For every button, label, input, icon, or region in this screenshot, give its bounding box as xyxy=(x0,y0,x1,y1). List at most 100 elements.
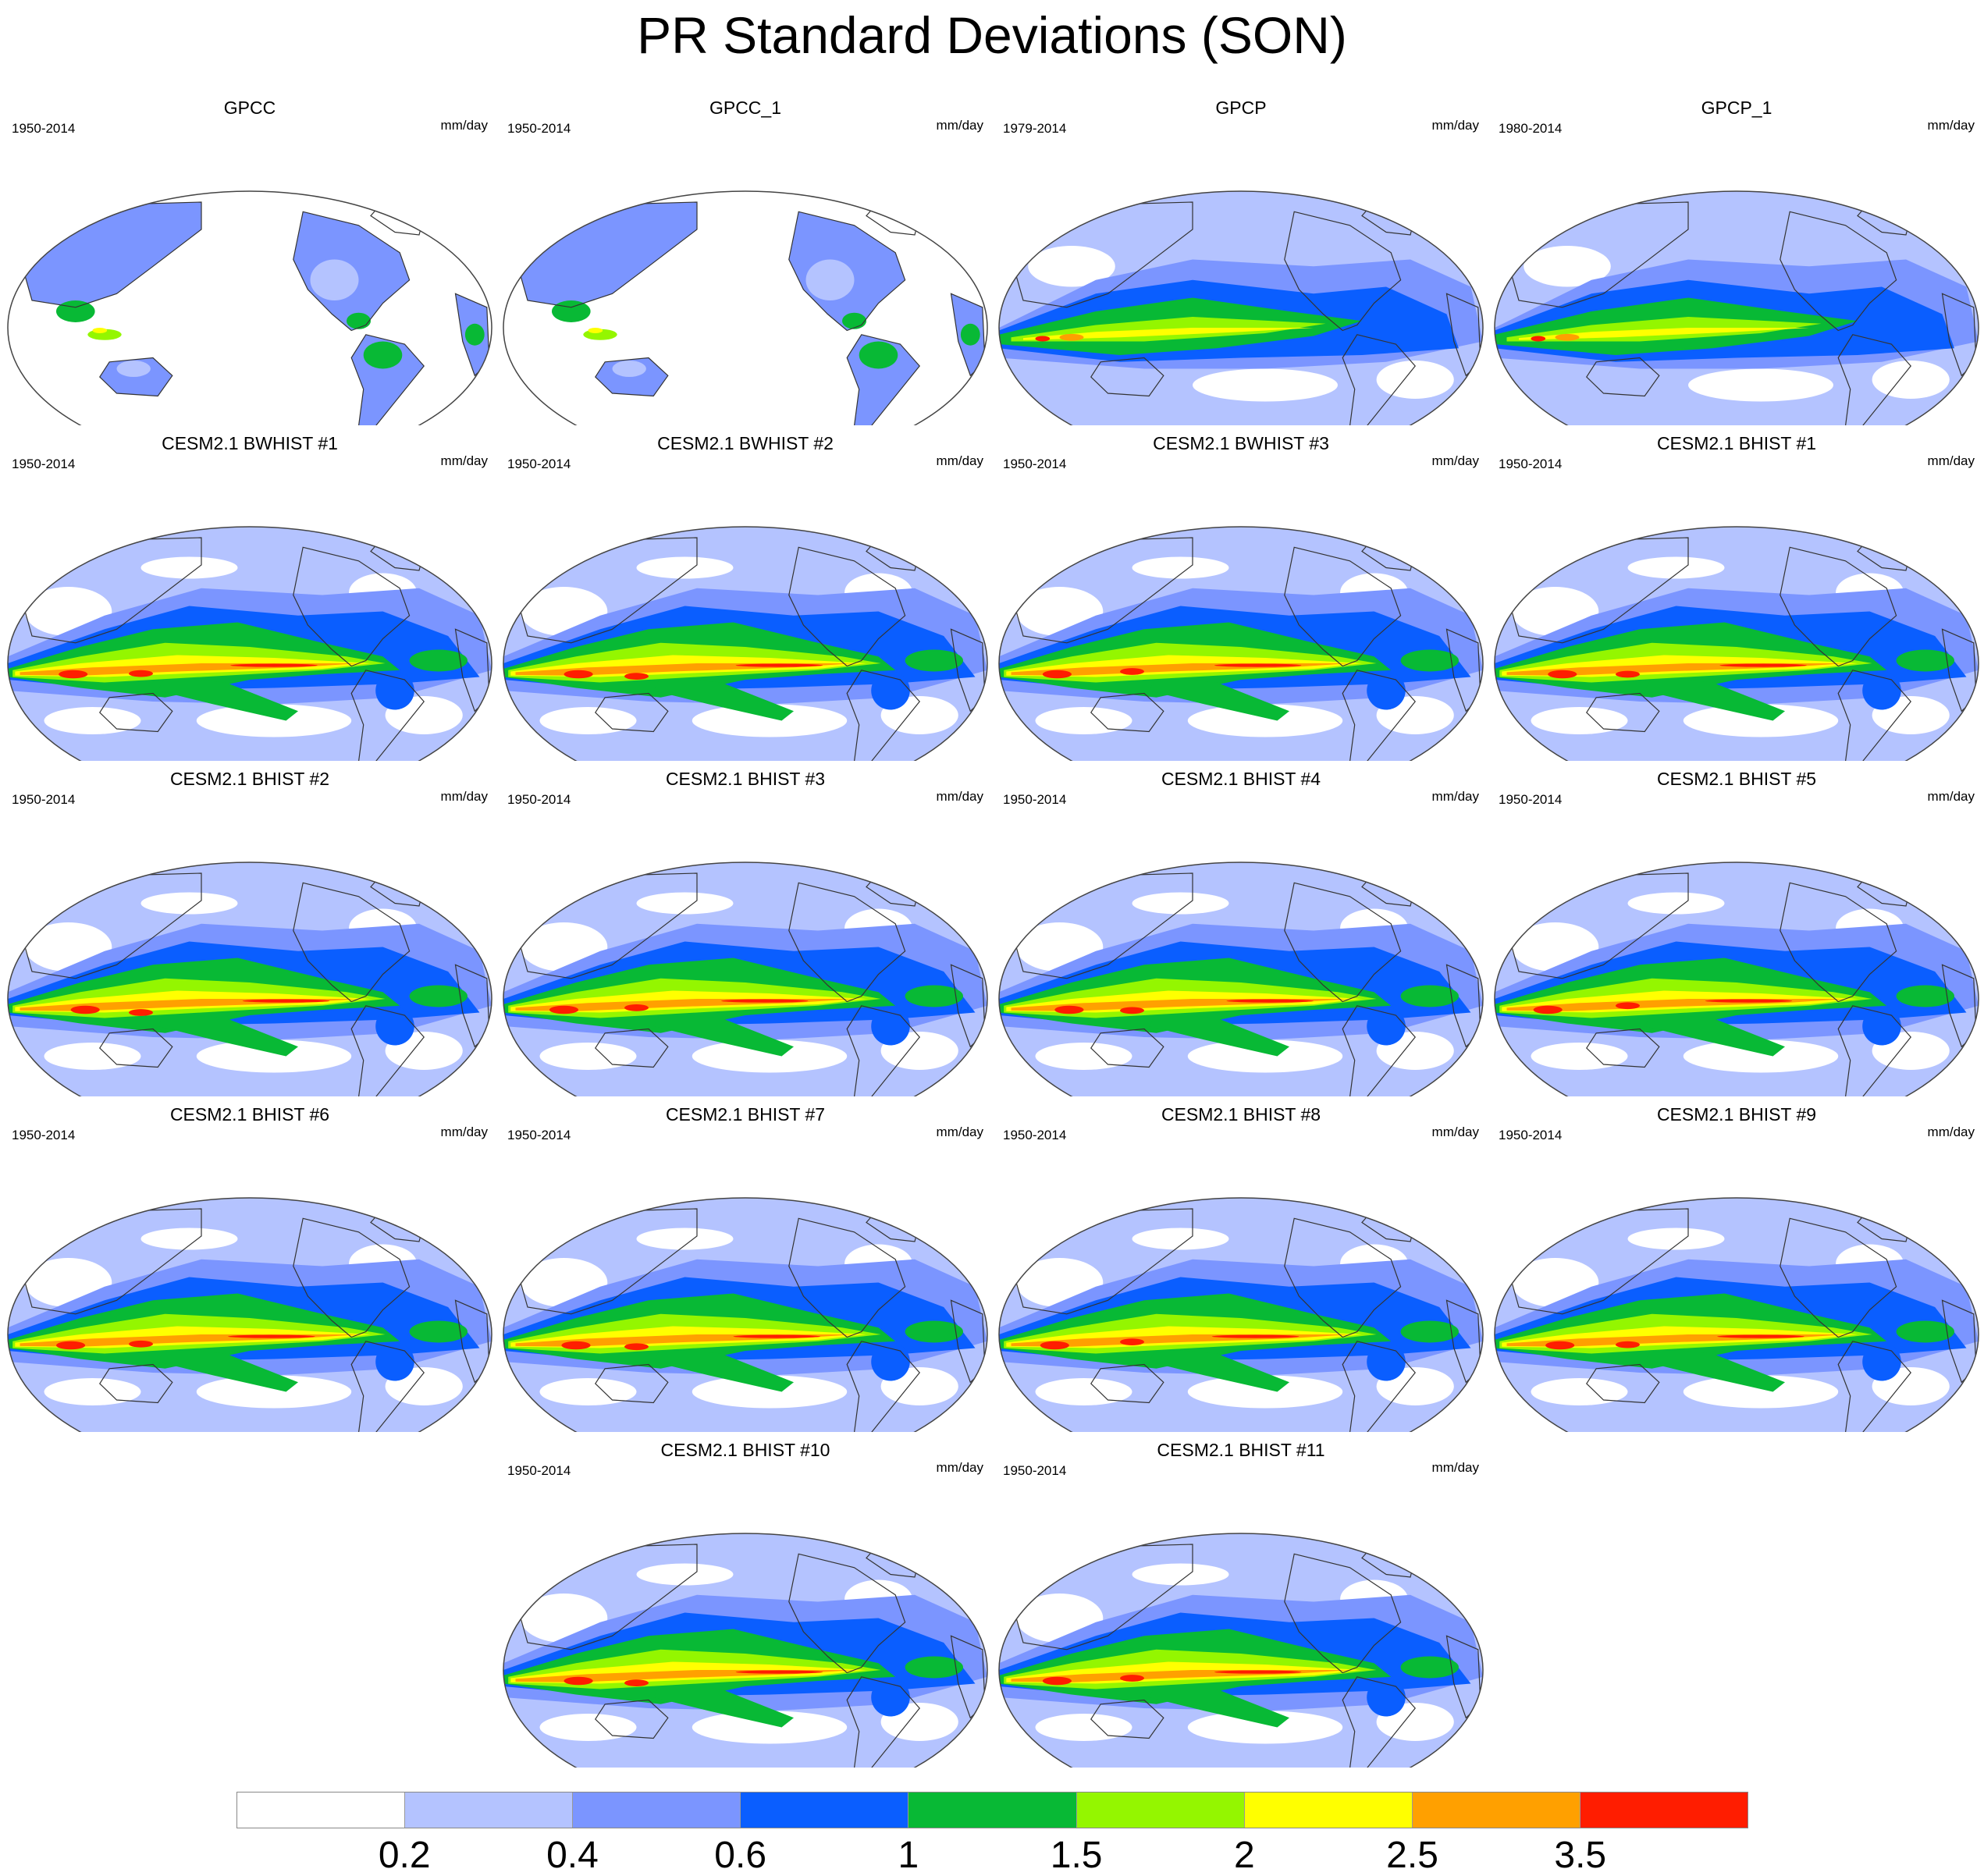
map-panel: GPCP 1979-2014 mm/day xyxy=(995,98,1487,425)
max-red-maritime xyxy=(129,670,153,677)
map-panel: CESM2.1 BHIST #9 1950-2014 mm/day xyxy=(1491,1104,1982,1432)
map-panel: CESM2.1 BHIST #10 1950-2014 mm/day xyxy=(500,1440,991,1768)
map-border xyxy=(1494,190,1979,425)
spcz-green xyxy=(158,677,298,721)
panel-title: CESM2.1 BHIST #7 xyxy=(665,1104,826,1125)
max-red-indian xyxy=(70,1005,100,1014)
max-red-itcz xyxy=(733,1334,821,1338)
map-plot xyxy=(1494,190,1979,425)
map-panel: CESM2.1 BWHIST #1 1950-2014 mm/day xyxy=(4,433,496,761)
colorbar-swatch xyxy=(405,1793,574,1828)
south-america-outline xyxy=(846,1676,920,1768)
south-america-outline xyxy=(846,1005,920,1096)
panel-units: mm/day xyxy=(440,1125,488,1139)
max-red-indian xyxy=(1042,670,1072,679)
spcz-green xyxy=(158,1348,298,1392)
north-america-outline xyxy=(1284,882,1402,1003)
spcz-green xyxy=(1149,1348,1289,1392)
map-panel: GPCC 1950-2014 mm/day xyxy=(4,98,496,425)
map-border xyxy=(503,190,988,425)
map-plot xyxy=(7,190,492,425)
max-red-maritime xyxy=(624,1679,649,1686)
amazon-blue xyxy=(871,1007,910,1046)
dry-zone-asia xyxy=(1524,246,1611,287)
spcz-green xyxy=(1149,1683,1289,1728)
dry-zone-siberia xyxy=(1627,892,1725,915)
land-africa-green xyxy=(464,323,485,346)
land-australia-light xyxy=(116,361,151,377)
australia-outline xyxy=(595,692,669,733)
max-red-indian xyxy=(1040,1341,1069,1350)
colorbar-swatch xyxy=(1412,1793,1580,1828)
dry-zone-s-indian xyxy=(1035,1043,1132,1070)
panel-units: mm/day xyxy=(440,118,488,133)
map-plot xyxy=(998,1533,1484,1768)
map-plot xyxy=(503,526,988,761)
dry-zone-se-pacific xyxy=(692,1375,848,1409)
map-panel: CESM2.1 BWHIST #2 1950-2014 mm/day xyxy=(500,433,991,761)
australia-outline xyxy=(595,357,669,397)
atlantic-tropics-green xyxy=(905,1656,963,1679)
amazon-blue xyxy=(871,1342,910,1381)
land-na-light xyxy=(310,259,359,300)
spcz-green xyxy=(653,677,794,721)
south-america-outline xyxy=(1342,334,1416,425)
map-panel: GPCP_1 1980-2014 mm/day xyxy=(1491,98,1982,425)
dry-zone-s-atlantic xyxy=(1376,361,1454,399)
spcz-green xyxy=(1644,677,1785,721)
panel-period: 1950-2014 xyxy=(1003,1463,1067,1478)
max-red-indian xyxy=(56,1341,86,1350)
australia-outline xyxy=(99,692,173,733)
atlantic-tropics-green xyxy=(409,985,468,1007)
map-field xyxy=(1495,1198,1979,1432)
panel-period: 1950-2014 xyxy=(1003,457,1067,471)
band-yellow xyxy=(1023,328,1314,340)
map-field xyxy=(503,1198,987,1432)
map-panel: CESM2.1 BWHIST #3 1950-2014 mm/day xyxy=(995,433,1487,761)
panel-period: 1950-2014 xyxy=(507,1128,571,1142)
dry-zone-s-indian xyxy=(44,707,141,734)
dry-zone-siberia xyxy=(140,892,238,915)
australia-outline xyxy=(595,1363,669,1404)
panel-units: mm/day xyxy=(936,453,983,468)
dry-zone-se-pacific xyxy=(196,1375,352,1409)
max-red-maritime xyxy=(1120,668,1144,675)
map-plot xyxy=(1494,862,1979,1096)
north-america-outline xyxy=(1780,1217,1897,1338)
south-america-outline xyxy=(350,1005,425,1096)
panel-period: 1950-2014 xyxy=(12,457,76,471)
max-red-itcz xyxy=(735,663,823,667)
colorbar-label: 0.2 xyxy=(378,1835,431,1876)
map-panel: GPCC_1 1950-2014 mm/day xyxy=(500,98,991,425)
panel-units: mm/day xyxy=(1431,453,1479,468)
map-field xyxy=(999,1198,1483,1432)
map-plot xyxy=(998,1197,1484,1432)
spcz-green xyxy=(653,1012,794,1057)
dry-zone-se-pacific xyxy=(1683,1375,1839,1409)
colorbar-label: 3.5 xyxy=(1554,1835,1607,1876)
panel-period: 1950-2014 xyxy=(507,1463,571,1478)
max-red-itcz xyxy=(242,999,330,1003)
panel-period: 1950-2014 xyxy=(1499,457,1563,471)
amazon-blue xyxy=(1862,1342,1901,1381)
panel-units: mm/day xyxy=(1431,789,1479,804)
north-america-outline xyxy=(1284,1217,1402,1338)
max-red-indian xyxy=(564,670,593,679)
australia-outline xyxy=(1090,1028,1164,1068)
max-red-indian xyxy=(1531,336,1546,342)
land-central-am-green xyxy=(347,312,371,329)
spcz-green xyxy=(1644,1012,1785,1057)
max-red-itcz xyxy=(1719,663,1807,667)
colorbar-swatch xyxy=(573,1793,741,1828)
amazon-blue xyxy=(1367,1342,1406,1381)
dry-zone-s-indian xyxy=(44,1043,141,1070)
land-africa-green xyxy=(960,323,980,346)
south-america-outline xyxy=(1837,1341,1911,1432)
dry-zone-s-indian xyxy=(1531,1043,1628,1070)
south-america-outline xyxy=(846,1341,920,1432)
atlantic-tropics-green xyxy=(1400,985,1459,1007)
north-america-outline xyxy=(788,1217,906,1338)
dry-zone-s-indian xyxy=(1531,1378,1628,1405)
map-plot xyxy=(503,1197,988,1432)
south-america-outline xyxy=(350,1341,425,1432)
